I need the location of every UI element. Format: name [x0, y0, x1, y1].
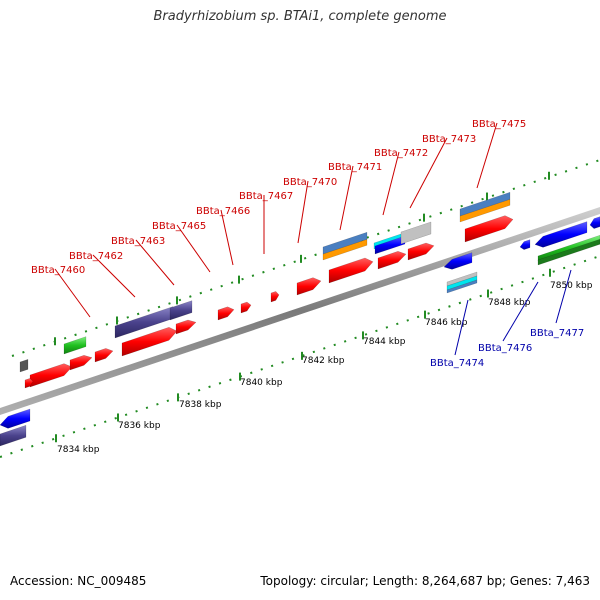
gene-feature[interactable] — [94, 348, 114, 363]
gene-feature[interactable] — [270, 291, 280, 303]
gene-feature[interactable] — [24, 378, 34, 389]
gene-feature[interactable] — [519, 239, 531, 250]
gene-feature[interactable] — [534, 221, 588, 248]
gene-label-forward[interactable]: BBta_7460 — [31, 265, 85, 276]
ruler-label: 7848 kbp — [488, 298, 531, 308]
gene-feature[interactable] — [446, 279, 478, 294]
gene-label-reverse[interactable]: BBta_7474 — [430, 358, 484, 369]
gene-feature[interactable] — [328, 257, 374, 284]
gene-label-forward[interactable]: BBta_7463 — [111, 236, 165, 247]
forward-track-line — [11, 159, 600, 357]
gene-feature[interactable] — [296, 277, 322, 296]
ruler-label: 7844 kbp — [363, 337, 406, 347]
gene-feature[interactable] — [175, 319, 197, 335]
callout-line — [555, 269, 572, 324]
gene-feature[interactable] — [69, 355, 93, 371]
gene-label-forward[interactable]: BBta_7465 — [152, 221, 206, 232]
gene-feature[interactable] — [400, 221, 432, 245]
gene-label-forward[interactable]: BBta_7466 — [196, 206, 250, 217]
gene-feature[interactable] — [377, 251, 407, 270]
ruler-label: 7846 kbp — [425, 318, 468, 328]
genome-title: Bradyrhizobium sp. BTAi1, complete genom… — [153, 9, 447, 24]
gene-feature[interactable] — [459, 191, 511, 217]
gene-feature[interactable] — [537, 238, 600, 266]
genome-map: 7834 kbp 7836 kbp 7838 kbp 7840 kbp 7842 kbp… — [0, 119, 600, 458]
gene-feature[interactable] — [537, 234, 600, 262]
ruler-label: 7850 kbp — [550, 281, 593, 291]
gene-label-forward[interactable]: BBta_7470 — [283, 177, 337, 188]
gene-feature[interactable] — [374, 235, 406, 255]
callout-line — [54, 268, 91, 318]
callout-line — [176, 224, 211, 273]
gene-feature[interactable] — [169, 300, 193, 321]
callout-line — [409, 137, 448, 209]
gene-feature[interactable] — [407, 242, 435, 261]
accession-label: Accession: NC_009485 — [10, 574, 147, 588]
callout-line — [502, 281, 539, 342]
ruler-label: 7838 kbp — [179, 400, 222, 410]
gene-label-forward[interactable]: BBta_7475 — [472, 119, 526, 130]
gene-label-forward[interactable]: BBta_7471 — [328, 162, 382, 173]
callout-line — [382, 151, 400, 216]
callout-line — [297, 180, 309, 244]
gene-label-reverse[interactable]: BBta_7476 — [478, 343, 532, 354]
ruler-label: 7834 kbp — [57, 445, 100, 455]
callout-line — [339, 165, 354, 231]
gene-feature[interactable] — [217, 306, 235, 321]
callout-line — [135, 239, 175, 286]
callout-line — [92, 254, 136, 298]
callout-line — [454, 299, 469, 356]
gene-feature[interactable] — [464, 215, 514, 243]
callout-line — [476, 122, 498, 189]
ruler-labels: 7834 kbp 7836 kbp 7838 kbp 7840 kbp 7842 kbp… — [57, 281, 593, 455]
gene-feature[interactable] — [0, 424, 27, 447]
ruler-label: 7842 kbp — [302, 356, 345, 366]
ruler-label: 7836 kbp — [118, 421, 161, 431]
genome-summary: Topology: circular; Length: 8,264,687 bp… — [260, 574, 590, 588]
genome-backbone — [0, 207, 600, 415]
gene-feature[interactable] — [19, 358, 29, 373]
callout-line — [220, 209, 234, 266]
gene-shapes — [0, 191, 600, 447]
gene-label-forward[interactable]: BBta_7462 — [69, 251, 123, 262]
gene-feature[interactable] — [443, 252, 473, 270]
gene-feature[interactable] — [29, 363, 73, 388]
gene-feature[interactable] — [0, 408, 31, 429]
gene-label-reverse[interactable]: BBta_7477 — [530, 328, 584, 339]
gene-label-forward[interactable]: BBta_7473 — [422, 134, 476, 145]
gene-label-forward[interactable]: BBta_7472 — [374, 148, 428, 159]
gene-feature[interactable] — [63, 336, 87, 355]
gene-callouts: BBta_7460 BBta_7462 BBta_7463 BBta_7465 BBta… — [31, 119, 584, 369]
gene-feature[interactable] — [589, 216, 600, 229]
ruler-label: 7840 kbp — [240, 378, 283, 388]
gene-feature[interactable] — [322, 231, 368, 255]
gene-feature[interactable] — [240, 301, 252, 314]
gene-feature[interactable] — [121, 326, 178, 357]
gene-label-forward[interactable]: BBta_7467 — [239, 191, 293, 202]
